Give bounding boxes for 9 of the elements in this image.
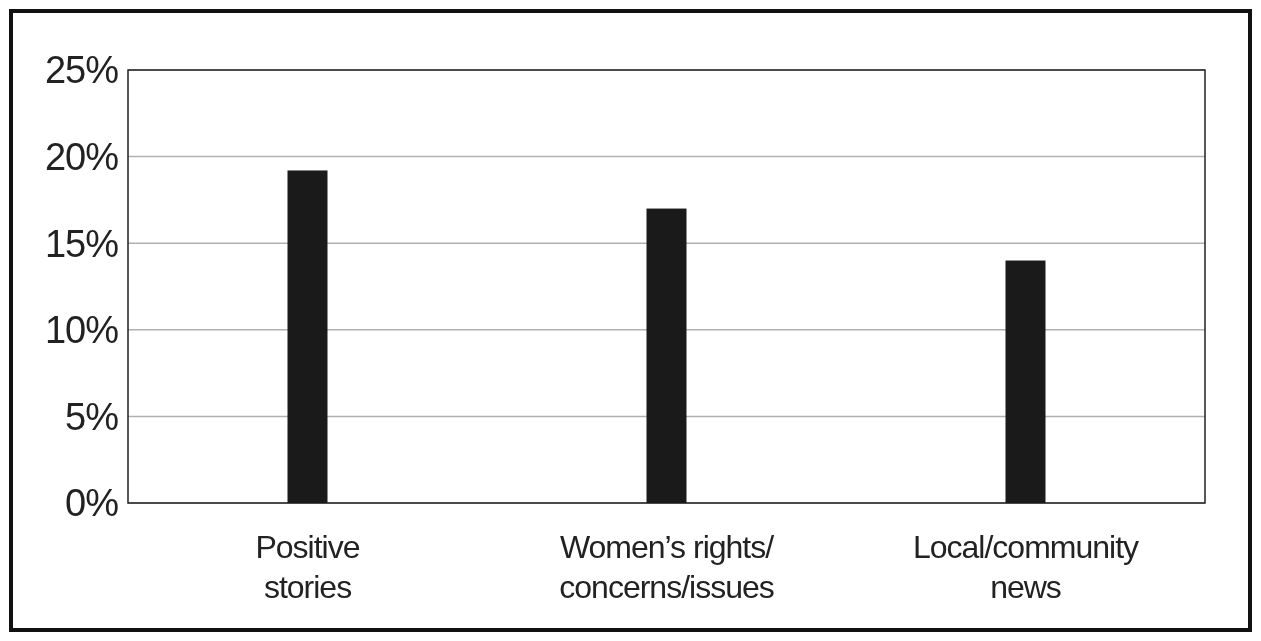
y-tick-label: 10% [44, 309, 119, 352]
y-tick-label: 25% [44, 49, 119, 92]
x-tick-label: Women’s rights/ concerns/issues [559, 529, 775, 605]
y-tick-label: 5% [65, 395, 119, 438]
y-tick-label: 0% [65, 482, 119, 525]
x-tick-label: Positive stories [255, 529, 360, 605]
x-tick-label: Local/community news [912, 529, 1140, 605]
y-tick-label: 15% [44, 222, 119, 265]
y-tick-label: 20% [44, 135, 119, 178]
